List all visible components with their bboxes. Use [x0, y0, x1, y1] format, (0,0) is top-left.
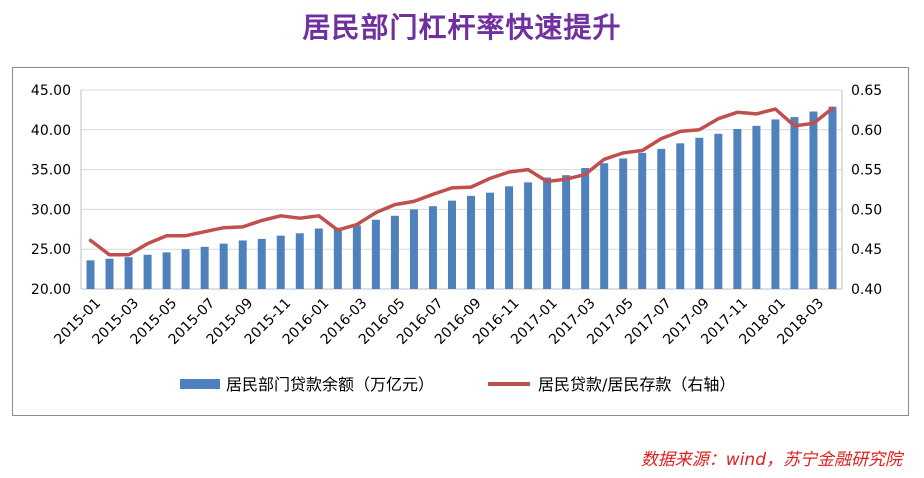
y-right-tick-label: 0.40 [851, 282, 882, 298]
bar [371, 219, 380, 289]
bar [428, 206, 437, 289]
bar [124, 257, 133, 289]
bar [524, 182, 533, 289]
bar [790, 117, 799, 290]
y-right-tick-label: 0.50 [851, 202, 882, 218]
bar [619, 158, 628, 289]
chart-title: 居民部门杠杆率快速提升 [302, 11, 622, 44]
bar [390, 215, 399, 289]
bar [314, 228, 323, 289]
series-line [88, 106, 835, 257]
bar [657, 148, 666, 289]
y-right-tick-label: 0.65 [851, 83, 882, 99]
bar [638, 152, 647, 289]
legend-label-line: 居民贷款/居民存款（右轴） [538, 375, 735, 394]
y-left-tick-label: 20.00 [31, 282, 71, 298]
y-left-tick-label: 30.00 [31, 202, 71, 218]
y-right-tick-label: 0.45 [851, 242, 882, 258]
y-left-tick-label: 45.00 [31, 83, 71, 99]
bar [714, 133, 723, 289]
bar [733, 129, 742, 289]
source-note: 数据来源：wind，苏宁金融研究院 [640, 450, 902, 470]
bar [486, 192, 495, 289]
bar [809, 111, 818, 289]
bar [238, 240, 247, 289]
bar [257, 238, 266, 289]
bar [162, 252, 171, 289]
bar [600, 163, 609, 289]
bar [143, 254, 152, 289]
y-right-tick-label: 0.60 [851, 123, 882, 139]
legend-swatch-bar [180, 379, 220, 389]
y-left-tick-label: 40.00 [31, 123, 71, 139]
bar [295, 233, 304, 289]
bar [409, 209, 418, 289]
bar [276, 235, 285, 289]
bar [219, 243, 228, 289]
bar [333, 227, 342, 289]
bar [828, 106, 837, 289]
bar [467, 195, 476, 289]
bar [752, 125, 761, 289]
bar [543, 177, 552, 289]
bar [695, 137, 704, 289]
bar [581, 168, 590, 289]
bar [447, 200, 456, 289]
bar [562, 175, 571, 289]
bar [86, 260, 95, 289]
bar [181, 249, 190, 289]
bar [352, 225, 361, 289]
legend-label-bar: 居民部门贷款余额（万亿元） [226, 375, 434, 394]
bar [771, 119, 780, 290]
y-right-tick-label: 0.55 [851, 163, 882, 179]
bar [200, 246, 209, 289]
bar [505, 186, 514, 289]
bar [105, 258, 114, 289]
bar [676, 143, 685, 289]
y-left-tick-label: 25.00 [31, 242, 71, 258]
y-left-tick-label: 35.00 [31, 163, 71, 179]
